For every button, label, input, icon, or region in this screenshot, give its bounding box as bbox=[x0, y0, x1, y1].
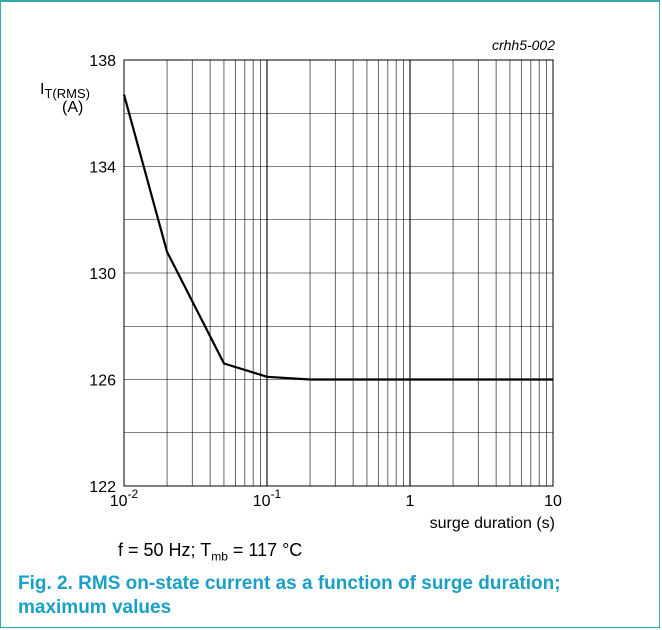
y-tick-labels: 122 126 130 134 138 bbox=[89, 53, 116, 496]
test-condition: f = 50 Hz; Tmb = 117 °C bbox=[118, 540, 302, 564]
condition-prefix: f = 50 Hz; T bbox=[118, 540, 212, 560]
x-tick-exponent: -1 bbox=[271, 487, 282, 501]
x-tick-label: 1 bbox=[406, 493, 415, 510]
series-layer bbox=[122, 94, 553, 381]
y-axis-unit: (A) bbox=[62, 99, 83, 116]
chart-code: crhh5-002 bbox=[492, 37, 555, 53]
condition-sub: mb bbox=[211, 549, 228, 564]
y-axis-label-sub: T(RMS) bbox=[44, 86, 90, 101]
x-tick-base: 10 bbox=[253, 493, 271, 510]
plot-area-border bbox=[123, 59, 554, 487]
y-tick-label: 126 bbox=[89, 373, 116, 390]
y-tick-label: 130 bbox=[89, 266, 116, 283]
condition-suffix: = 117 °C bbox=[227, 540, 303, 560]
grid bbox=[124, 60, 553, 486]
x-tick-base: 1 bbox=[406, 493, 415, 510]
x-tick-labels: 10-2 10-1 1 10 bbox=[110, 487, 562, 510]
y-axis-label: IT(RMS) bbox=[40, 81, 90, 101]
series-line-0 bbox=[122, 94, 553, 381]
x-tick-base: 10 bbox=[110, 493, 128, 510]
x-tick-base: 10 bbox=[544, 493, 562, 510]
y-tick-label: 134 bbox=[89, 160, 116, 177]
y-tick-label: 122 bbox=[89, 479, 116, 496]
y-tick-label: 138 bbox=[89, 53, 116, 70]
x-tick-label: 10-2 bbox=[110, 487, 139, 510]
y-axis-label-main: I bbox=[40, 81, 44, 98]
x-tick-exponent: -2 bbox=[128, 487, 139, 501]
x-tick-label: 10 bbox=[544, 493, 562, 510]
x-axis-label: surge duration (s) bbox=[430, 515, 555, 532]
x-tick-label: 10-1 bbox=[253, 487, 282, 510]
figure-caption: Fig. 2. RMS on-state current as a functi… bbox=[18, 573, 561, 618]
